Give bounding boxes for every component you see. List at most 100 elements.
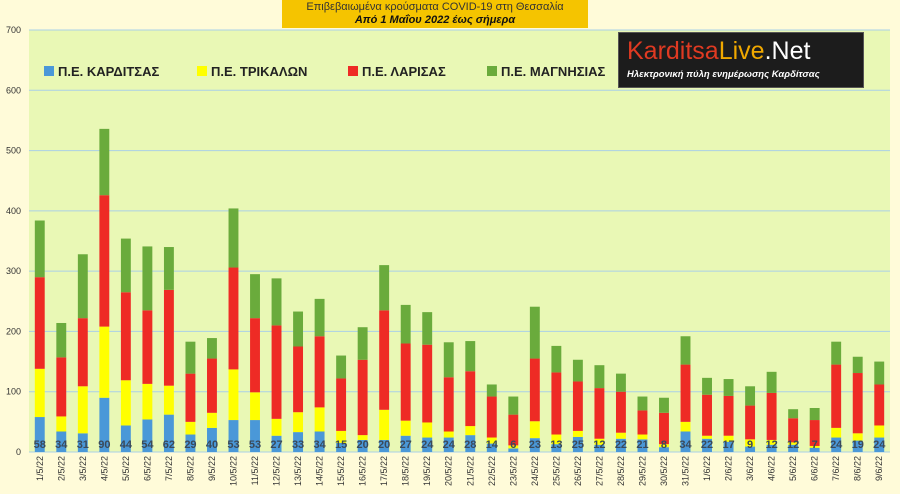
bar-segment bbox=[486, 396, 497, 438]
y-tick-label: 500 bbox=[6, 146, 21, 156]
bar-segment bbox=[163, 247, 174, 290]
y-tick-label: 400 bbox=[6, 206, 21, 216]
bar-segment bbox=[745, 446, 756, 452]
bar-segment bbox=[142, 383, 153, 420]
plot-area bbox=[29, 30, 890, 452]
data-label: 17 bbox=[722, 439, 734, 451]
x-tick-label: 7/6/22 bbox=[831, 456, 841, 481]
bar-segment bbox=[34, 417, 45, 452]
data-label: 34 bbox=[679, 439, 692, 451]
x-tick-label: 16/5/22 bbox=[358, 456, 368, 486]
bar-segment bbox=[357, 327, 368, 360]
bar-segment bbox=[615, 391, 626, 433]
bar-segment bbox=[615, 438, 626, 452]
bar-segment bbox=[551, 434, 562, 445]
bar-segment bbox=[680, 364, 691, 422]
data-label: 34 bbox=[313, 439, 326, 451]
bar-segment bbox=[271, 325, 282, 419]
bar-segment bbox=[874, 384, 885, 426]
bar-segment bbox=[551, 345, 562, 373]
data-label: 19 bbox=[852, 439, 864, 451]
bar-segment bbox=[99, 326, 110, 398]
bar-segment bbox=[874, 437, 885, 452]
x-tick-label: 4/5/22 bbox=[99, 456, 109, 481]
x-tick-label: 3/5/22 bbox=[78, 456, 88, 481]
bar-segment bbox=[702, 438, 712, 452]
legend-label: Π.Ε. ΛΑΡΙΣΑΣ bbox=[362, 64, 446, 79]
bar-segment bbox=[56, 322, 67, 358]
legend-label: Π.Ε. ΜΑΓΝΗΣΙΑΣ bbox=[501, 64, 606, 79]
x-tick-label: 2/6/22 bbox=[724, 456, 734, 481]
bar-segment bbox=[680, 431, 691, 452]
logo-brand: KarditsaLive.Net bbox=[627, 37, 810, 65]
bar-segment bbox=[163, 414, 174, 452]
bar-segment bbox=[615, 432, 626, 439]
x-tick-label: 14/5/22 bbox=[315, 456, 325, 486]
bar-segment bbox=[551, 444, 562, 452]
x-tick-label: 25/5/22 bbox=[551, 456, 561, 486]
bar-segment bbox=[874, 425, 885, 438]
bar-segment bbox=[379, 439, 390, 452]
bar-segment bbox=[422, 312, 433, 345]
bar-segment bbox=[745, 439, 756, 447]
x-tick-label: 26/5/22 bbox=[573, 456, 583, 486]
x-tick-label: 7/5/22 bbox=[164, 456, 174, 481]
data-label: 28 bbox=[464, 439, 476, 451]
x-tick-label: 11/5/22 bbox=[250, 456, 260, 485]
bar-segment bbox=[443, 377, 454, 432]
bar-segment bbox=[680, 336, 691, 365]
bar-segment bbox=[809, 447, 820, 452]
bar-segment bbox=[207, 412, 217, 428]
bar-segment bbox=[572, 430, 583, 437]
x-tick-label: 5/6/22 bbox=[788, 456, 798, 481]
bar-segment bbox=[185, 434, 196, 452]
bar-segment bbox=[508, 396, 519, 415]
data-label: 6 bbox=[510, 439, 516, 451]
bar-segment bbox=[379, 265, 390, 311]
bar-segment bbox=[250, 274, 260, 319]
bar-segment bbox=[228, 208, 239, 268]
bar-segment bbox=[185, 373, 196, 422]
x-tick-label: 12/5/22 bbox=[272, 456, 282, 486]
legend-label: Π.Ε. ΤΡΙΚΑΛΩΝ bbox=[211, 64, 307, 79]
bar-segment bbox=[594, 388, 605, 439]
bar-segment bbox=[637, 439, 648, 452]
data-label: 9 bbox=[747, 439, 753, 451]
y-tick-label: 0 bbox=[16, 447, 21, 457]
data-label: 53 bbox=[227, 439, 239, 451]
bar-segment bbox=[77, 254, 88, 319]
bar-segment bbox=[766, 371, 777, 393]
bar-segment bbox=[766, 444, 777, 452]
chart-title: Επιβεβαιωμένα κρούσματα COVID-19 στη Θεσ… bbox=[306, 1, 564, 13]
bar-segment bbox=[572, 359, 583, 382]
bar-segment bbox=[77, 386, 88, 434]
bar-segment bbox=[637, 434, 648, 440]
bar-segment bbox=[314, 336, 325, 408]
bar-segment bbox=[99, 195, 110, 327]
data-label: 22 bbox=[615, 439, 627, 451]
bar-segment bbox=[400, 343, 411, 421]
bar-segment bbox=[400, 420, 411, 436]
bar-segment bbox=[702, 394, 712, 436]
bar-segment bbox=[357, 435, 368, 440]
x-tick-label: 1/6/22 bbox=[702, 456, 712, 481]
bar-segment bbox=[788, 444, 799, 452]
bar-segment bbox=[508, 414, 519, 446]
x-tick-label: 30/5/22 bbox=[659, 456, 669, 486]
x-tick-label: 4/6/22 bbox=[767, 456, 777, 481]
x-tick-label: 9/6/22 bbox=[874, 456, 884, 481]
legend-label: Π.Ε. ΚΑΡΔΙΤΣΑΣ bbox=[58, 64, 159, 79]
bar-segment bbox=[400, 304, 411, 344]
bar-segment bbox=[766, 392, 777, 440]
x-tick-label: 3/6/22 bbox=[745, 456, 755, 481]
x-tick-label: 8/6/22 bbox=[853, 456, 863, 481]
bar-segment bbox=[293, 432, 304, 452]
bar-segment bbox=[336, 355, 347, 379]
bar-segment bbox=[486, 443, 497, 452]
bar-segment bbox=[314, 431, 325, 452]
data-label: 13 bbox=[550, 439, 562, 451]
bar-segment bbox=[486, 384, 497, 397]
x-tick-label: 20/5/22 bbox=[444, 456, 454, 486]
data-label: 21 bbox=[636, 439, 648, 451]
bar-segment bbox=[120, 238, 131, 293]
